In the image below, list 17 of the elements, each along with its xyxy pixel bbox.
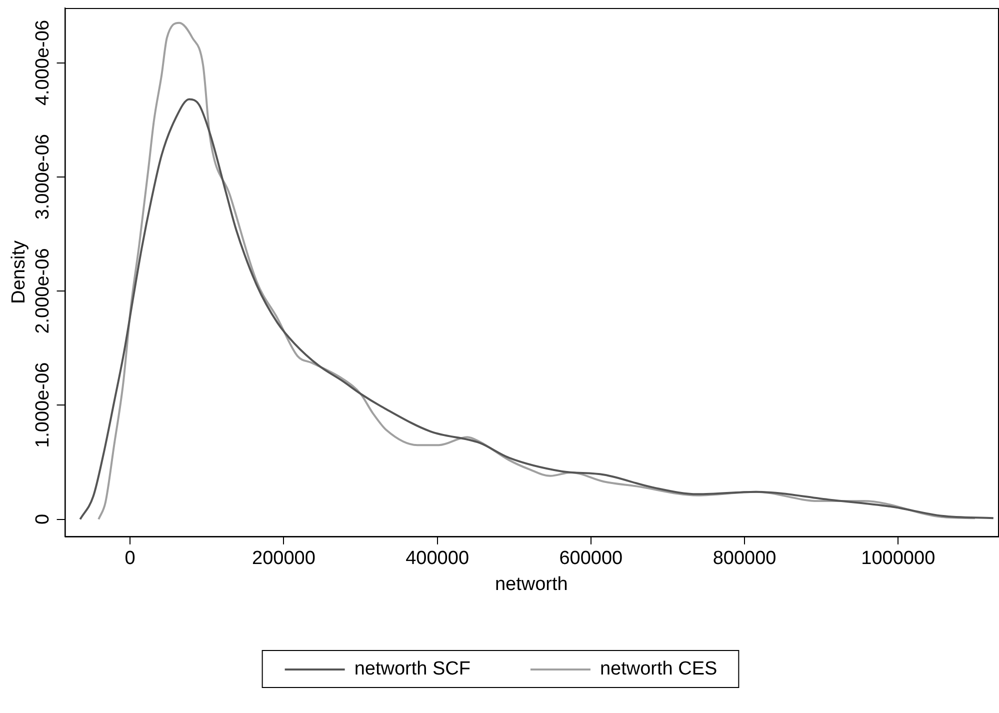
x-tick-label: 1000000 — [861, 548, 936, 570]
y-tick-label: 0 — [32, 514, 54, 525]
x-tick-label: 800000 — [712, 548, 776, 570]
x-tick-label: 200000 — [252, 548, 316, 570]
y-tick-label: 3.000e-06 — [32, 134, 54, 220]
x-tick-label: 400000 — [406, 548, 470, 570]
legend-label: networth SCF — [354, 658, 470, 680]
legend-label: networth CES — [600, 658, 718, 680]
x-axis-title: networth — [494, 574, 568, 595]
y-tick-label: 1.000e-06 — [32, 362, 54, 448]
y-axis-title: Density — [8, 240, 30, 304]
y-tick-label: 2.000e-06 — [32, 248, 54, 334]
y-tick-label: 4.000e-06 — [32, 20, 54, 106]
line-series — [98, 22, 976, 520]
x-tick-label: 600000 — [559, 548, 623, 570]
x-tick-label: 0 — [124, 548, 136, 570]
line-series — [79, 98, 994, 520]
